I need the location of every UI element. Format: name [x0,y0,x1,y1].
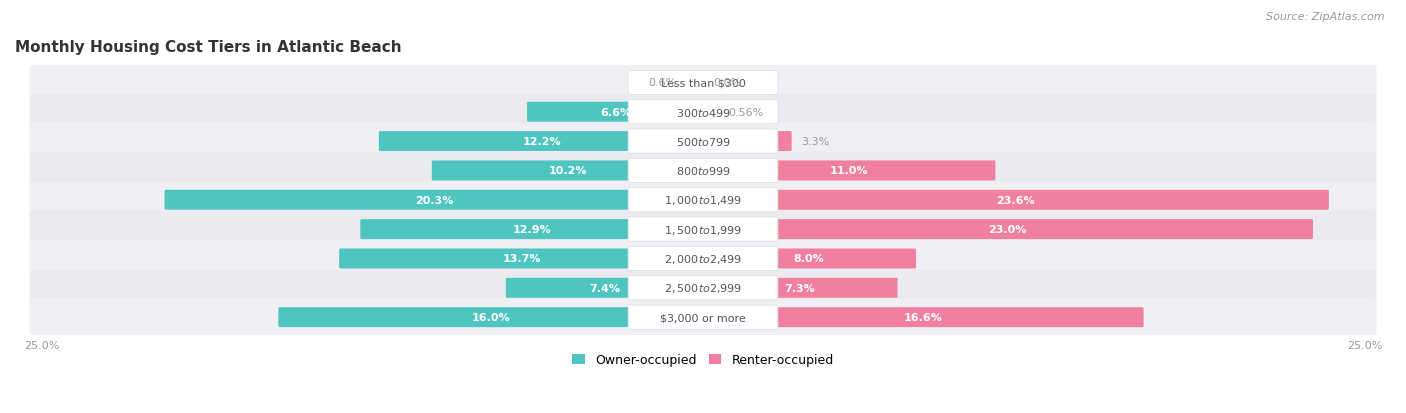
FancyBboxPatch shape [628,100,778,124]
Text: 11.0%: 11.0% [830,166,868,176]
Text: 23.0%: 23.0% [988,225,1026,235]
FancyBboxPatch shape [30,270,1376,306]
FancyBboxPatch shape [378,132,704,152]
Text: 7.3%: 7.3% [785,283,815,293]
Text: 6.6%: 6.6% [600,107,631,117]
Text: Monthly Housing Cost Tiers in Atlantic Beach: Monthly Housing Cost Tiers in Atlantic B… [15,40,402,55]
Text: $500 to $799: $500 to $799 [675,136,731,148]
FancyBboxPatch shape [628,305,778,330]
Text: 13.7%: 13.7% [502,254,541,264]
FancyBboxPatch shape [165,190,704,210]
FancyBboxPatch shape [527,102,704,122]
FancyBboxPatch shape [628,218,778,242]
FancyBboxPatch shape [360,220,704,240]
FancyBboxPatch shape [30,65,1376,102]
FancyBboxPatch shape [628,159,778,183]
FancyBboxPatch shape [702,278,897,298]
Text: 16.6%: 16.6% [903,312,942,323]
FancyBboxPatch shape [702,190,1329,210]
FancyBboxPatch shape [30,182,1376,219]
FancyBboxPatch shape [628,130,778,154]
FancyBboxPatch shape [30,240,1376,277]
Text: 3.3%: 3.3% [801,137,830,147]
FancyBboxPatch shape [432,161,704,181]
Text: $1,000 to $1,499: $1,000 to $1,499 [664,194,742,207]
FancyBboxPatch shape [339,249,704,269]
FancyBboxPatch shape [506,278,704,298]
Text: $2,000 to $2,499: $2,000 to $2,499 [664,252,742,265]
FancyBboxPatch shape [30,299,1376,336]
Text: 10.2%: 10.2% [548,166,588,176]
Text: $1,500 to $1,999: $1,500 to $1,999 [664,223,742,236]
FancyBboxPatch shape [628,247,778,271]
Text: 16.0%: 16.0% [472,312,510,323]
Text: 0.6%: 0.6% [648,78,676,88]
Text: $2,500 to $2,999: $2,500 to $2,999 [664,282,742,294]
FancyBboxPatch shape [30,152,1376,190]
Text: 12.9%: 12.9% [513,225,551,235]
FancyBboxPatch shape [702,307,1143,328]
Text: 0.56%: 0.56% [728,107,763,117]
Text: $800 to $999: $800 to $999 [675,165,731,177]
FancyBboxPatch shape [702,132,792,152]
Text: Less than $300: Less than $300 [661,78,745,88]
FancyBboxPatch shape [30,123,1376,160]
Legend: Owner-occupied, Renter-occupied: Owner-occupied, Renter-occupied [572,354,834,366]
Text: 0.0%: 0.0% [714,78,742,88]
Text: 20.3%: 20.3% [415,195,454,205]
FancyBboxPatch shape [702,220,1313,240]
FancyBboxPatch shape [30,94,1376,131]
Text: $300 to $499: $300 to $499 [675,107,731,119]
FancyBboxPatch shape [628,188,778,212]
FancyBboxPatch shape [702,102,718,122]
Text: 8.0%: 8.0% [793,254,824,264]
Text: 23.6%: 23.6% [995,195,1035,205]
FancyBboxPatch shape [278,307,704,328]
FancyBboxPatch shape [702,249,917,269]
FancyBboxPatch shape [628,71,778,95]
Text: Source: ZipAtlas.com: Source: ZipAtlas.com [1267,12,1385,22]
FancyBboxPatch shape [686,73,704,93]
Text: 7.4%: 7.4% [589,283,620,293]
Text: 12.2%: 12.2% [522,137,561,147]
Text: $3,000 or more: $3,000 or more [661,312,745,323]
FancyBboxPatch shape [30,211,1376,248]
FancyBboxPatch shape [628,276,778,300]
FancyBboxPatch shape [702,161,995,181]
